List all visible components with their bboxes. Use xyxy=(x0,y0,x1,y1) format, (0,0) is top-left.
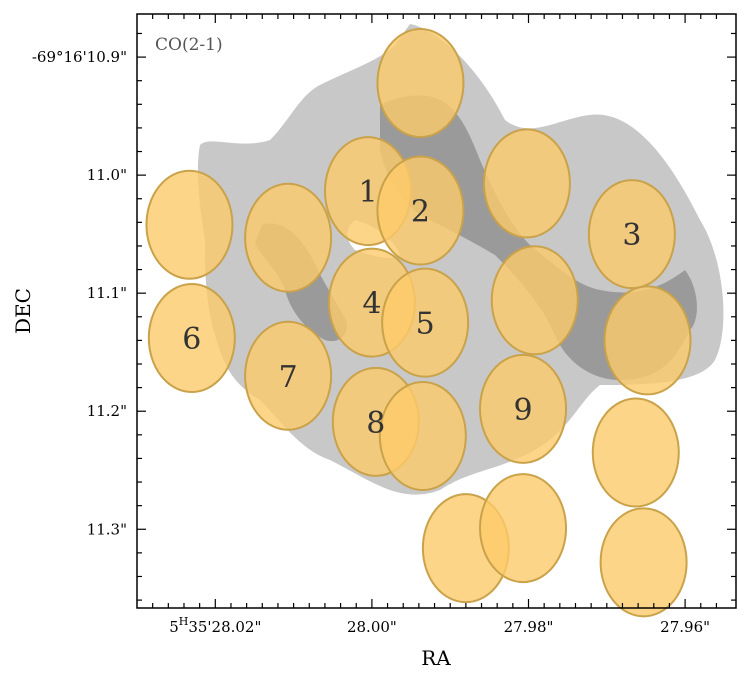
beam-ellipse xyxy=(603,285,692,396)
tick-layer: 5H35'28.02" 28.00" 27.98" 27.96" -69°16'10.9… xyxy=(32,14,736,636)
beam-ellipse xyxy=(147,283,236,394)
beam-label: 7 xyxy=(279,360,298,395)
beam-ellipse xyxy=(479,473,568,584)
beam-ellipse xyxy=(591,397,680,508)
beam-ellipse xyxy=(479,353,568,464)
x-axis-title: RA xyxy=(421,646,451,670)
beam-label: 4 xyxy=(362,287,381,322)
beam-ellipse xyxy=(599,507,688,618)
x-tick-label: 27.96" xyxy=(660,618,710,636)
x-tick-label: 27.98" xyxy=(504,618,554,636)
beam-ellipse xyxy=(378,381,467,492)
beam-label: 9 xyxy=(513,393,532,428)
y-tick-label: 11.3" xyxy=(87,520,127,538)
x-tick-label: 28.00" xyxy=(347,618,397,636)
beam-ellipse xyxy=(482,128,571,239)
beam-layer: 12 3 45 6 7 8 9 xyxy=(145,28,692,618)
beam-label: 2 xyxy=(411,195,430,230)
y-axis-title: DEC xyxy=(11,288,35,334)
plot-frame xyxy=(136,13,737,609)
beam-label: 3 xyxy=(622,218,641,253)
beam-ellipse xyxy=(244,182,333,293)
beam-ellipse xyxy=(145,169,234,280)
beam-ellipse xyxy=(587,179,676,290)
x-tick-label: 5H35'28.02" xyxy=(169,615,261,636)
beam-ellipse xyxy=(244,320,333,431)
annotation-label: CO(2-1) xyxy=(155,35,223,55)
beam-label: 5 xyxy=(416,307,435,342)
y-tick-label: 11.0" xyxy=(87,166,127,184)
beam-ellipse xyxy=(490,245,579,356)
beam-ellipse xyxy=(376,28,465,139)
beam-label: 1 xyxy=(358,175,377,210)
y-tick-label: 11.2" xyxy=(87,402,127,420)
y-tick-label: 11.1" xyxy=(87,284,127,302)
beam-ellipse xyxy=(381,267,470,378)
beam-label: 8 xyxy=(366,406,385,441)
beam-label: 6 xyxy=(182,322,201,357)
y-tick-label: -69°16'10.9" xyxy=(32,48,127,66)
beam-ellipse xyxy=(376,155,465,266)
